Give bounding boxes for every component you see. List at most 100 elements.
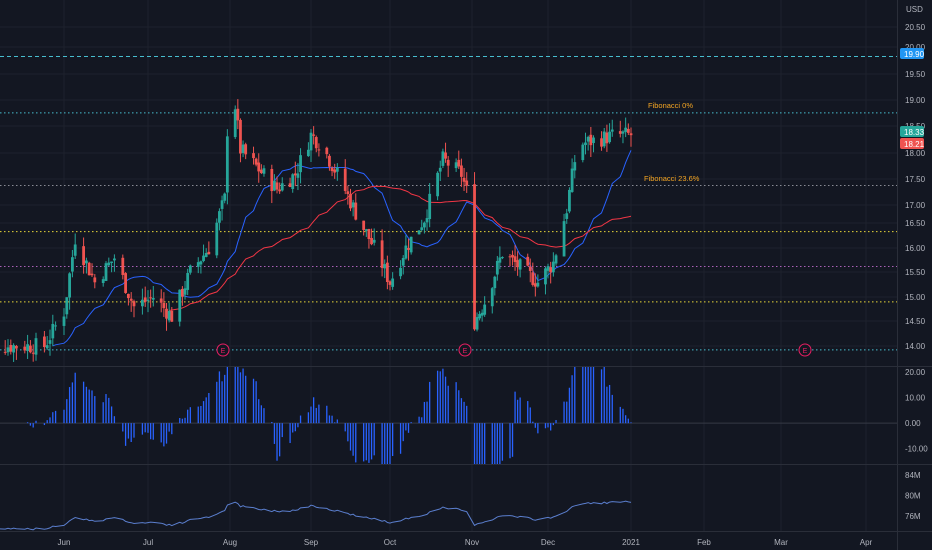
candle-body[interactable] bbox=[584, 142, 587, 146]
candle-body[interactable] bbox=[581, 144, 585, 161]
candle-body[interactable] bbox=[199, 261, 203, 265]
candle-body[interactable] bbox=[278, 189, 282, 192]
candle-body[interactable] bbox=[495, 260, 499, 275]
candle-body[interactable] bbox=[536, 282, 540, 287]
candle-body[interactable] bbox=[516, 260, 519, 268]
candle-body[interactable] bbox=[273, 180, 276, 191]
candle-body[interactable] bbox=[441, 151, 445, 166]
candle-body[interactable] bbox=[391, 278, 395, 287]
candle-body[interactable] bbox=[180, 288, 184, 297]
candle-body[interactable] bbox=[23, 346, 27, 351]
time-tick-label[interactable]: Apr bbox=[860, 538, 873, 547]
candle-body[interactable] bbox=[562, 221, 566, 257]
candle-body[interactable] bbox=[151, 297, 155, 300]
candle-body[interactable] bbox=[141, 299, 144, 307]
candle-body[interactable] bbox=[473, 184, 476, 330]
candle-body[interactable] bbox=[325, 147, 329, 155]
candle-body[interactable] bbox=[3, 351, 7, 353]
candle-body[interactable] bbox=[159, 298, 163, 303]
candle-body[interactable] bbox=[428, 193, 432, 220]
candle-body[interactable] bbox=[186, 273, 190, 290]
candle-body[interactable] bbox=[385, 262, 389, 282]
candle-body[interactable] bbox=[438, 167, 442, 172]
candle-body[interactable] bbox=[170, 310, 174, 322]
candle-body[interactable] bbox=[528, 266, 532, 271]
candle-body[interactable] bbox=[215, 222, 219, 256]
candle-body[interactable] bbox=[383, 264, 387, 269]
candle-body[interactable] bbox=[425, 218, 429, 223]
candle-body[interactable] bbox=[291, 174, 295, 189]
candle-body[interactable] bbox=[93, 277, 97, 283]
candle-body[interactable] bbox=[407, 247, 410, 250]
candle-body[interactable] bbox=[259, 169, 263, 173]
candle-body[interactable] bbox=[68, 273, 71, 298]
candle-body[interactable] bbox=[328, 155, 331, 167]
candle-body[interactable] bbox=[404, 245, 408, 259]
candle-body[interactable] bbox=[48, 340, 52, 344]
candle-body[interactable] bbox=[409, 236, 413, 253]
candle-body[interactable] bbox=[6, 347, 10, 353]
candle-body[interactable] bbox=[629, 133, 633, 136]
candle-body[interactable] bbox=[333, 169, 337, 173]
candle-body[interactable] bbox=[257, 162, 261, 172]
candle-body[interactable] bbox=[90, 273, 94, 276]
candle-body[interactable] bbox=[43, 336, 46, 348]
candle-body[interactable] bbox=[71, 257, 74, 272]
candle-body[interactable] bbox=[162, 302, 166, 309]
candle-body[interactable] bbox=[454, 162, 458, 169]
candle-body[interactable] bbox=[129, 298, 133, 301]
candle-body[interactable] bbox=[511, 254, 514, 258]
time-tick-label[interactable]: 2021 bbox=[622, 538, 640, 547]
candle-body[interactable] bbox=[149, 297, 153, 299]
candle-body[interactable] bbox=[104, 263, 108, 281]
candle-body[interactable] bbox=[518, 259, 522, 270]
candle-body[interactable] bbox=[626, 128, 630, 133]
candle-body[interactable] bbox=[444, 152, 447, 159]
candle-body[interactable] bbox=[475, 317, 479, 330]
candle-body[interactable] bbox=[330, 167, 334, 172]
candle-body[interactable] bbox=[544, 268, 547, 285]
candle-body[interactable] bbox=[570, 168, 574, 192]
candle-body[interactable] bbox=[220, 200, 224, 209]
candle-body[interactable] bbox=[605, 132, 609, 144]
candle-body[interactable] bbox=[608, 131, 611, 143]
time-tick-label[interactable]: Sep bbox=[304, 538, 319, 547]
candle-body[interactable] bbox=[54, 325, 57, 327]
candle-body[interactable] bbox=[446, 159, 450, 166]
candle-body[interactable] bbox=[9, 345, 13, 352]
candle-body[interactable] bbox=[592, 137, 595, 144]
candle-body[interactable] bbox=[62, 316, 66, 326]
candle-body[interactable] bbox=[167, 311, 171, 321]
candle-body[interactable] bbox=[218, 211, 221, 223]
candle-body[interactable] bbox=[188, 265, 192, 273]
earnings-marker[interactable]: E bbox=[216, 343, 230, 357]
candle-body[interactable] bbox=[401, 258, 405, 266]
candle-body[interactable] bbox=[314, 137, 318, 149]
candle-body[interactable] bbox=[589, 134, 593, 146]
candle-body[interactable] bbox=[107, 262, 111, 266]
time-tick-label[interactable]: Jul bbox=[143, 538, 153, 547]
candle-body[interactable] bbox=[420, 227, 424, 231]
candle-body[interactable] bbox=[370, 238, 373, 245]
candle-body[interactable] bbox=[362, 220, 366, 230]
candle-body[interactable] bbox=[586, 136, 590, 142]
candle-body[interactable] bbox=[254, 158, 258, 165]
candle-body[interactable] bbox=[602, 131, 606, 147]
candle-body[interactable] bbox=[85, 260, 88, 264]
candle-body[interactable] bbox=[12, 345, 15, 353]
candle-body[interactable] bbox=[349, 194, 352, 209]
candle-body[interactable] bbox=[73, 244, 77, 256]
candle-body[interactable] bbox=[490, 288, 494, 307]
candle-body[interactable] bbox=[233, 109, 237, 138]
price-axis[interactable]: 20.5020.0019.5019.0018.5018.0017.5017.00… bbox=[905, 23, 926, 351]
candle-body[interactable] bbox=[244, 144, 248, 155]
candle-body[interactable] bbox=[335, 167, 339, 172]
candle-body[interactable] bbox=[551, 261, 555, 273]
time-tick-label[interactable]: Nov bbox=[465, 538, 479, 547]
candle-body[interactable] bbox=[239, 119, 242, 154]
candle-body[interactable] bbox=[422, 222, 426, 228]
candle-body[interactable] bbox=[460, 165, 463, 177]
fib-236-label[interactable]: Fibonacci 23.6% bbox=[644, 174, 700, 183]
